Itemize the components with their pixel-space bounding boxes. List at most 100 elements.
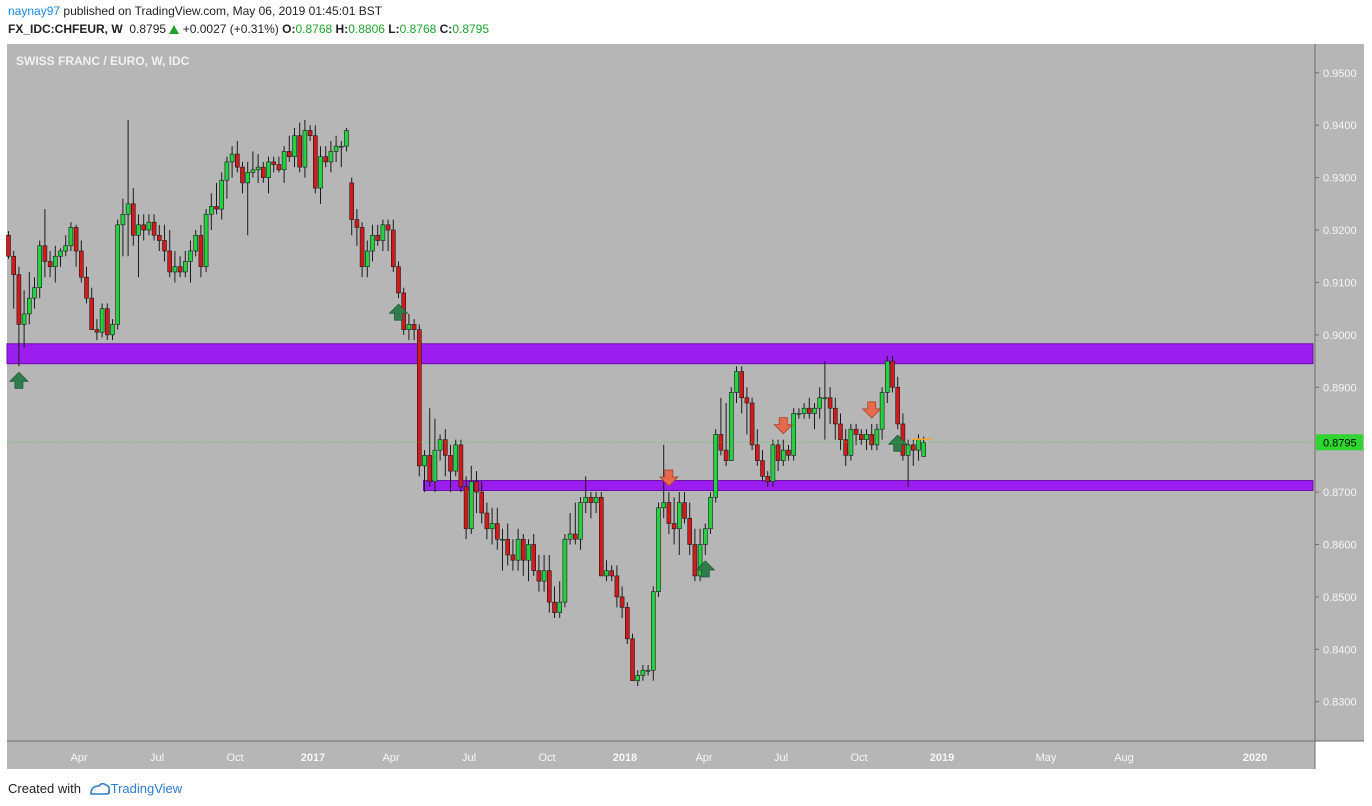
zones-layer	[6, 343, 1314, 491]
candle-down	[162, 240, 167, 252]
candle-up	[541, 570, 547, 582]
candle-down	[47, 261, 53, 268]
candle-down	[718, 434, 724, 451]
candle-up	[63, 245, 69, 252]
candle-up	[344, 130, 349, 147]
candle-down	[630, 638, 635, 682]
candle-down	[375, 234, 381, 241]
candle-down	[890, 360, 895, 388]
y-tick-label: 0.8500	[1323, 592, 1357, 604]
candle-up	[500, 538, 505, 541]
candle-down	[692, 544, 698, 577]
candle-up	[364, 250, 370, 268]
candle-up	[884, 360, 890, 393]
candle-down	[895, 386, 901, 425]
time-axis[interactable]	[7, 741, 1315, 769]
candle-down	[510, 554, 516, 561]
candle-down	[552, 601, 557, 613]
candle-down	[307, 130, 313, 137]
candle-down	[214, 206, 219, 210]
candle-up	[515, 538, 521, 561]
candle-down	[682, 502, 687, 519]
candle-down	[141, 224, 146, 231]
candle-down	[832, 407, 838, 425]
current-price-label: 0.8795	[1323, 437, 1357, 449]
high-value: 0.8806	[348, 22, 385, 36]
candle-up	[136, 224, 141, 236]
candle-up	[780, 449, 786, 461]
symbol-name: FX_IDC:CHFEUR, W	[8, 22, 123, 36]
candle-down	[131, 203, 136, 236]
candle-up	[468, 481, 474, 530]
y-tick-label: 0.9100	[1323, 277, 1357, 289]
candle-down	[479, 491, 485, 514]
candle-up	[21, 313, 27, 325]
y-tick-label: 0.8600	[1323, 539, 1357, 551]
candle-down	[765, 476, 771, 482]
candle-up	[676, 502, 682, 530]
price-axis[interactable]	[1315, 44, 1364, 741]
candle-down	[157, 234, 162, 241]
publish-info: published on TradingView.com, May 06, 20…	[63, 4, 383, 18]
candle-up	[812, 407, 817, 414]
candle-up	[489, 523, 495, 530]
candle-up	[593, 497, 599, 503]
candle-down	[323, 156, 329, 163]
y-tick-label: 0.8400	[1323, 644, 1357, 656]
down-arrow-marker	[658, 469, 679, 487]
candle-up	[905, 444, 911, 456]
candle-up	[52, 255, 58, 268]
candle-down	[739, 371, 745, 399]
candle-down	[536, 570, 542, 582]
candle-up	[193, 234, 198, 252]
candle-up	[255, 166, 261, 171]
candle-up	[453, 444, 459, 472]
candle-down	[619, 596, 625, 608]
candle-up	[209, 206, 214, 215]
zone-resistance	[6, 343, 1314, 365]
x-tick-label: Jul	[774, 752, 788, 764]
close-value: 0.8795	[452, 22, 490, 36]
candle-up	[770, 444, 776, 482]
candle-down	[624, 607, 630, 640]
x-tick-label: Oct	[538, 752, 555, 764]
candle-up	[801, 407, 807, 414]
candle-up	[432, 449, 438, 482]
candle-up	[650, 591, 656, 671]
candle-down	[16, 274, 22, 325]
candle-up	[728, 392, 734, 461]
candle-down	[609, 570, 615, 577]
candle-up	[328, 151, 334, 163]
candle-down	[723, 449, 729, 461]
y-tick-label: 0.8900	[1323, 382, 1357, 394]
up-triangle-icon	[169, 25, 180, 34]
x-tick-label: 2020	[1243, 752, 1267, 764]
candle-up	[921, 441, 927, 457]
close-label: C:	[439, 22, 453, 36]
candle-down	[572, 533, 578, 540]
candle-down	[448, 455, 453, 472]
plot-area[interactable]	[7, 44, 1315, 741]
y-tick-label: 0.9200	[1323, 225, 1357, 237]
y-tick-label: 0.9400	[1323, 120, 1357, 132]
candle-up	[406, 324, 412, 330]
author-link[interactable]: naynay97	[8, 4, 61, 18]
candle-up	[188, 250, 193, 262]
candle-down	[390, 229, 396, 268]
candle-down	[73, 227, 79, 252]
candle-down	[359, 227, 365, 268]
candle-up	[635, 675, 641, 682]
candle-down	[411, 324, 417, 330]
candle-up	[146, 221, 152, 231]
candle-down	[276, 164, 282, 171]
tradingview-logo-icon	[89, 782, 110, 795]
y-tick-label: 0.9500	[1323, 68, 1357, 80]
candle-down	[240, 166, 245, 184]
up-arrow-marker	[8, 371, 29, 389]
candle-up	[380, 224, 386, 241]
candle-down	[671, 523, 677, 530]
tradingview-brand-link[interactable]: TradingView	[110, 781, 183, 796]
candle-up	[172, 266, 178, 273]
x-tick-label: Oct	[850, 752, 867, 764]
